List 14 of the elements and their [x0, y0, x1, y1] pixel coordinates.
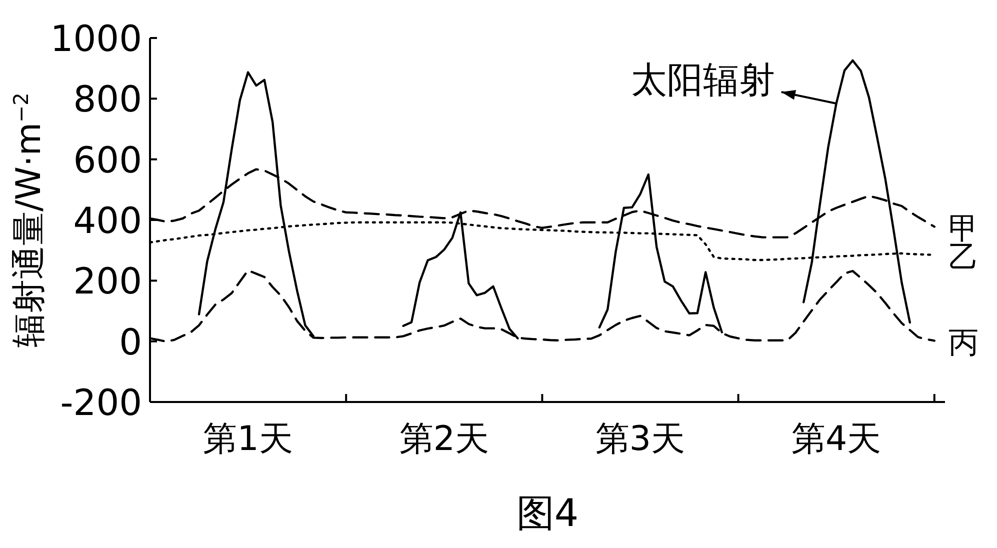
- y-tick-label: 800: [73, 80, 142, 121]
- y-tick-label: -200: [60, 383, 142, 424]
- x-tick-label: 第2天: [399, 419, 489, 459]
- y-tick-label: 0: [119, 322, 142, 364]
- y-tick-label: 200: [73, 262, 142, 303]
- y-tick-label: 1000: [50, 19, 142, 60]
- y-tick-label: 600: [73, 140, 142, 182]
- x-tick-label: 第1天: [203, 419, 293, 459]
- annotation: 太阳辐射: [631, 60, 775, 101]
- x-tick-label: 第3天: [595, 419, 686, 459]
- y-tick-label: 400: [73, 201, 142, 242]
- series-label: 丙: [948, 326, 978, 361]
- x-tick-label: 第4天: [792, 419, 882, 459]
- caption: 图4: [516, 491, 579, 535]
